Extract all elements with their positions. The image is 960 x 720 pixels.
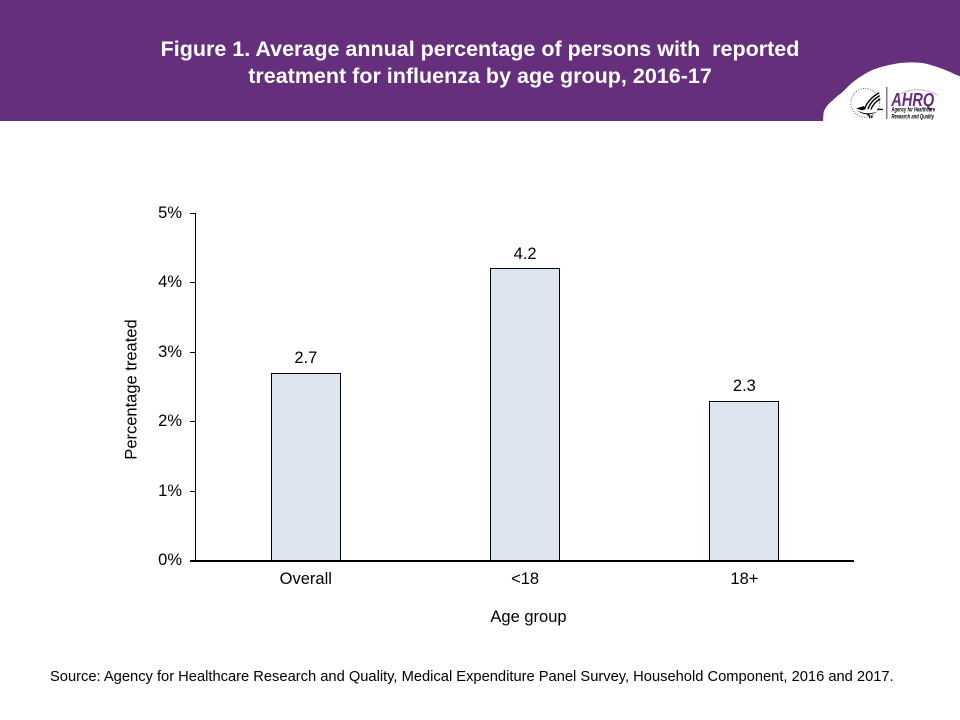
svg-text:Research and Quality: Research and Quality xyxy=(892,114,935,121)
svg-text:AHRQ: AHRQ xyxy=(891,89,935,110)
svg-text:Agency for Healthcare: Agency for Healthcare xyxy=(891,107,935,114)
